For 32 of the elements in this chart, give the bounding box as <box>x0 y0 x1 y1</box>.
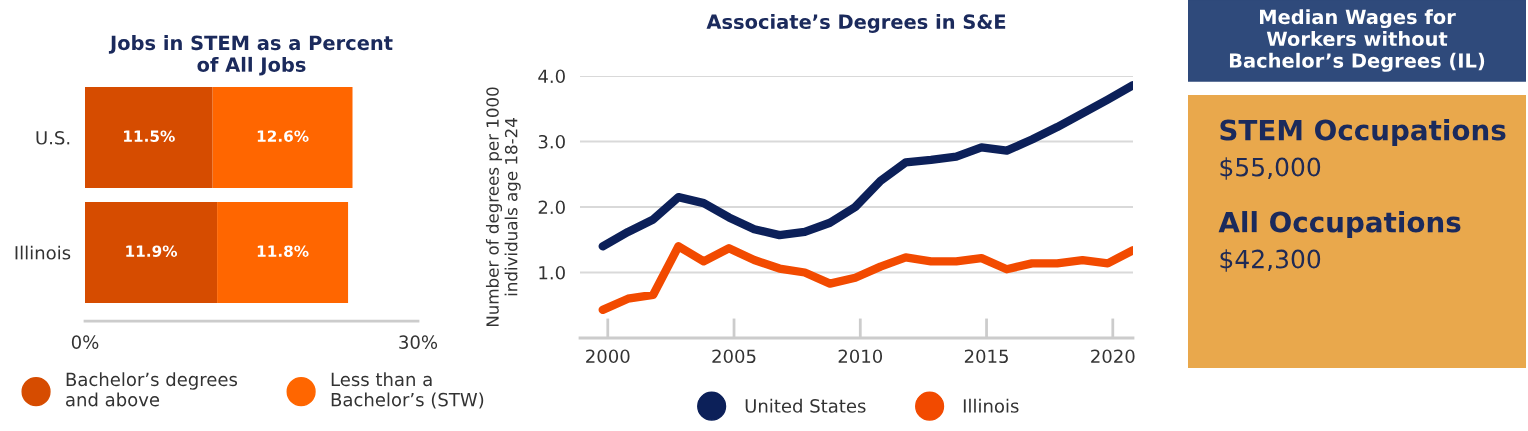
y-tick-label: 3.0 <box>538 134 565 149</box>
y-tick-label: 1.0 <box>539 265 565 280</box>
y-tick-label: 2.0 <box>538 200 565 215</box>
y-tick-label: 4.0 <box>538 69 565 84</box>
text: STEM Occupations <box>1220 119 1506 146</box>
text: Median Wages for Workers without Bachelor’s Degrees (IL) <box>1229 9 1485 72</box>
x-tick-label: 0% <box>71 335 99 349</box>
x-tick-label: 30% <box>399 335 438 349</box>
chart-title: Associate’s Degrees in S&E <box>706 14 1006 33</box>
chart-title: Jobs in STEM as a Percent of All Jobs <box>108 35 393 76</box>
x-tick-label: 2015 <box>964 349 1008 364</box>
text: $55,000 <box>1220 157 1321 180</box>
x-tick-label: 2020 <box>1091 349 1135 364</box>
y-tick-label: U.S. <box>36 130 70 145</box>
y-axis-title: Number of degrees per 1000 individuals age 18-24 <box>485 87 521 327</box>
data-label: 11.8% <box>257 245 309 257</box>
legend-label: Less than a Bachelor’s (STW) <box>331 372 484 409</box>
legend-label: Bachelor’s degrees and above <box>66 372 238 407</box>
text: All Occupations <box>1218 211 1461 238</box>
x-tick-label: 2010 <box>838 349 883 364</box>
bar <box>212 86 353 189</box>
data-label: 11.5% <box>124 130 175 142</box>
legend-label: Illinois <box>963 398 1019 413</box>
text: $42,300 <box>1220 249 1321 272</box>
x-tick-label: 2005 <box>712 349 756 364</box>
bar <box>85 201 218 304</box>
x-tick-label: 2000 <box>586 349 630 364</box>
legend-label: United States <box>745 398 866 413</box>
bar <box>217 201 349 304</box>
bar <box>85 86 213 189</box>
data-label: 11.9% <box>126 245 178 257</box>
data-label: 12.6% <box>257 130 309 142</box>
